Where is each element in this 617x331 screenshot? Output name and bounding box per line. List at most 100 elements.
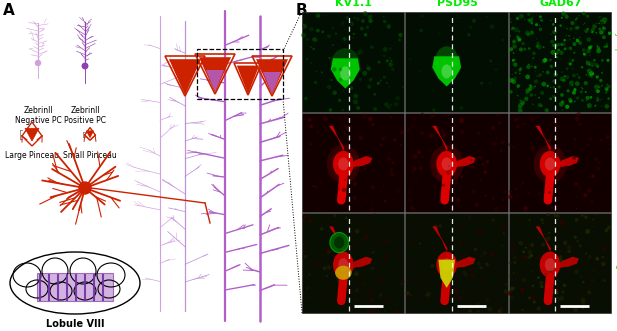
Circle shape xyxy=(463,288,465,290)
Circle shape xyxy=(508,195,513,199)
Circle shape xyxy=(457,296,461,300)
Circle shape xyxy=(424,31,426,33)
Circle shape xyxy=(468,215,471,217)
Ellipse shape xyxy=(330,232,349,253)
Circle shape xyxy=(586,61,590,66)
Ellipse shape xyxy=(442,158,452,170)
Circle shape xyxy=(577,237,578,238)
Circle shape xyxy=(363,166,365,167)
Circle shape xyxy=(434,272,436,274)
Polygon shape xyxy=(559,257,579,268)
Circle shape xyxy=(333,91,337,95)
Circle shape xyxy=(571,59,574,62)
Polygon shape xyxy=(25,128,39,141)
Circle shape xyxy=(555,56,558,58)
Circle shape xyxy=(564,48,566,50)
Circle shape xyxy=(503,226,507,230)
Circle shape xyxy=(558,85,561,88)
Circle shape xyxy=(545,236,550,241)
Circle shape xyxy=(511,146,515,149)
Ellipse shape xyxy=(333,151,354,177)
Circle shape xyxy=(434,225,438,229)
Circle shape xyxy=(442,133,446,137)
Circle shape xyxy=(458,241,462,245)
Circle shape xyxy=(560,43,563,46)
Circle shape xyxy=(371,123,375,126)
Bar xyxy=(302,213,404,313)
Circle shape xyxy=(357,116,358,118)
Circle shape xyxy=(523,160,525,161)
Circle shape xyxy=(310,143,312,145)
Circle shape xyxy=(608,149,610,150)
Circle shape xyxy=(576,208,578,209)
Circle shape xyxy=(586,74,587,75)
Circle shape xyxy=(524,192,525,193)
Circle shape xyxy=(549,97,552,100)
Circle shape xyxy=(561,71,563,73)
Circle shape xyxy=(354,157,356,159)
Circle shape xyxy=(383,254,388,259)
Circle shape xyxy=(343,91,344,92)
Circle shape xyxy=(559,258,563,262)
Circle shape xyxy=(582,257,584,259)
Circle shape xyxy=(523,48,526,51)
Circle shape xyxy=(387,154,390,156)
Circle shape xyxy=(389,86,390,87)
Polygon shape xyxy=(456,156,476,167)
Circle shape xyxy=(312,164,313,166)
Circle shape xyxy=(457,17,458,19)
Circle shape xyxy=(351,125,354,128)
Polygon shape xyxy=(86,131,94,138)
Circle shape xyxy=(577,112,581,116)
Circle shape xyxy=(397,189,401,193)
Circle shape xyxy=(576,240,579,243)
Circle shape xyxy=(304,255,307,259)
Circle shape xyxy=(386,82,387,84)
Circle shape xyxy=(590,73,592,75)
Circle shape xyxy=(441,128,445,133)
Circle shape xyxy=(429,149,432,152)
Circle shape xyxy=(595,257,599,260)
Circle shape xyxy=(400,282,403,285)
Circle shape xyxy=(578,118,579,119)
Circle shape xyxy=(540,19,543,22)
Circle shape xyxy=(605,43,608,45)
Circle shape xyxy=(511,248,515,252)
Circle shape xyxy=(541,82,546,86)
Circle shape xyxy=(540,285,544,288)
Circle shape xyxy=(492,142,496,146)
Circle shape xyxy=(579,90,583,93)
Circle shape xyxy=(450,142,454,147)
Circle shape xyxy=(605,88,608,91)
Circle shape xyxy=(587,136,592,141)
Circle shape xyxy=(519,73,521,74)
Circle shape xyxy=(314,81,317,84)
Circle shape xyxy=(559,299,560,300)
Circle shape xyxy=(556,246,558,248)
Circle shape xyxy=(436,170,441,175)
Circle shape xyxy=(557,43,560,46)
Circle shape xyxy=(514,47,515,48)
Circle shape xyxy=(540,91,544,95)
Polygon shape xyxy=(432,56,461,86)
Circle shape xyxy=(327,250,331,254)
Circle shape xyxy=(560,104,562,106)
Circle shape xyxy=(581,214,584,217)
Text: ZebrinII
Negative PC: ZebrinII Negative PC xyxy=(15,106,61,125)
Circle shape xyxy=(563,283,566,287)
Circle shape xyxy=(569,27,573,31)
Ellipse shape xyxy=(430,145,463,183)
Circle shape xyxy=(534,85,536,87)
Circle shape xyxy=(557,264,561,268)
Circle shape xyxy=(329,108,333,112)
Ellipse shape xyxy=(545,258,555,271)
Circle shape xyxy=(421,113,424,116)
Circle shape xyxy=(567,246,571,250)
Ellipse shape xyxy=(340,67,350,80)
Circle shape xyxy=(439,224,442,227)
Ellipse shape xyxy=(335,266,352,280)
Circle shape xyxy=(589,45,593,48)
Circle shape xyxy=(358,136,363,140)
Circle shape xyxy=(557,49,560,52)
Circle shape xyxy=(355,17,360,22)
